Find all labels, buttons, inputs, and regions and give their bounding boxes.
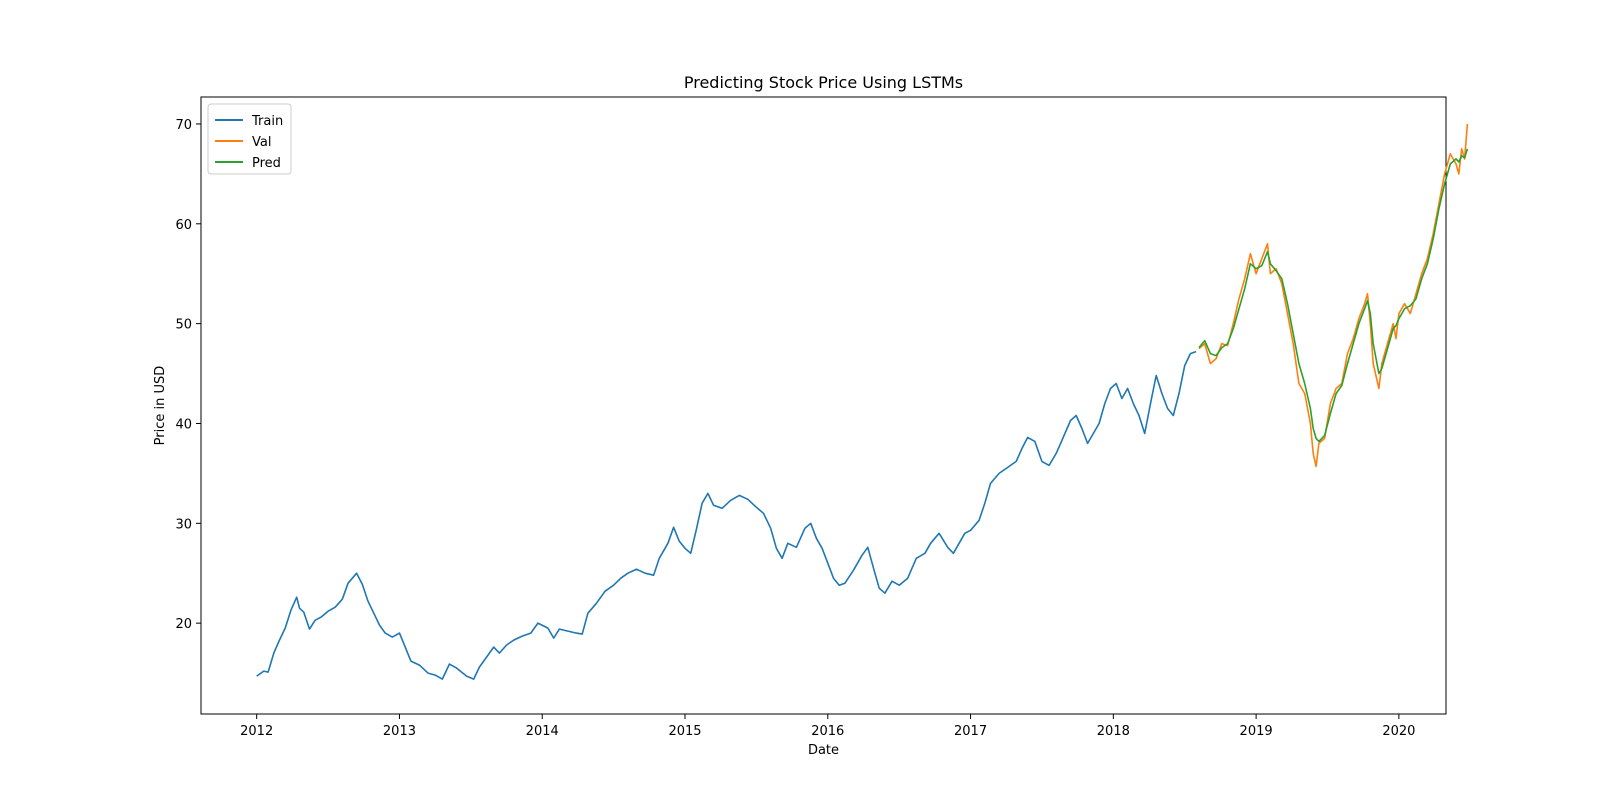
legend-label-pred: Pred [252, 156, 281, 171]
x-tick-label: 2012 [240, 724, 273, 739]
plot-area-frame [200, 96, 1447, 715]
series-line-val [1198, 123, 1469, 468]
y-tick-label: 70 [175, 118, 192, 133]
y-tick-label: 50 [175, 318, 192, 333]
series-line-train [256, 350, 1197, 680]
x-tick-label: 2020 [1382, 724, 1415, 739]
y-tick-label: 60 [175, 218, 192, 233]
x-axis: 2012 2013 2014 2015 2016 2017 2018 2019 2020 [240, 714, 1415, 739]
y-axis: 20 30 40 50 60 70 [175, 118, 201, 632]
x-tick-label: 2018 [1097, 724, 1130, 739]
x-tick-label: 2017 [954, 724, 987, 739]
y-tick-label: 30 [175, 517, 192, 532]
legend-box [207, 103, 292, 175]
x-tick-label: 2014 [526, 724, 559, 739]
x-axis-label: Date [808, 743, 839, 758]
legend-label-val: Val [252, 135, 271, 150]
series-layer [256, 123, 1469, 680]
x-tick-label: 2016 [811, 724, 844, 739]
y-tick-label: 20 [175, 617, 192, 632]
x-tick-label: 2013 [383, 724, 416, 739]
x-tick-label: 2019 [1240, 724, 1273, 739]
legend: Train Val Pred [207, 103, 292, 175]
legend-label-train: Train [251, 114, 283, 129]
y-axis-label: Price in USD [153, 366, 168, 446]
chart-title: Predicting Stock Price Using LSTMs [684, 73, 963, 92]
series-line-pred [1198, 148, 1469, 443]
y-tick-label: 40 [175, 417, 192, 432]
x-tick-label: 2015 [668, 724, 701, 739]
